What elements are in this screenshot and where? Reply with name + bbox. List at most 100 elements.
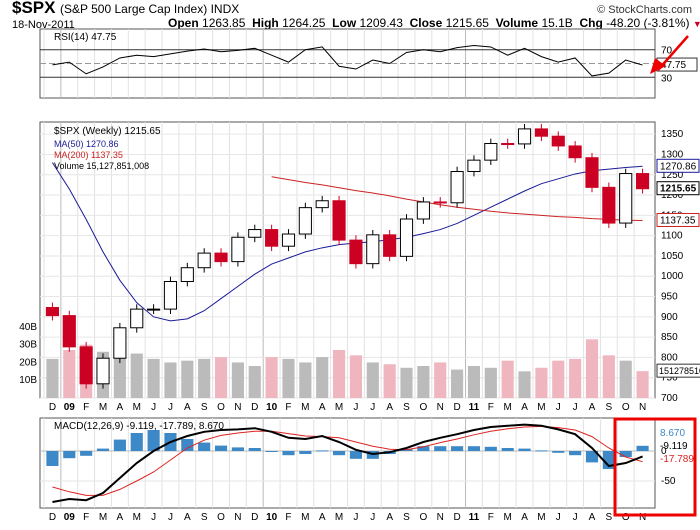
candle-body: [501, 143, 515, 146]
macd-line: [52, 423, 643, 503]
volume-bar: [417, 366, 430, 398]
volume-legend: Volume 15,127,851,008: [54, 161, 149, 171]
x-tick-label: 09: [64, 512, 76, 523]
volume-bar: [130, 353, 143, 398]
macd-tick-label: -50: [661, 476, 676, 487]
x-tick-label: 10: [266, 512, 278, 523]
candle-body: [45, 306, 60, 317]
volume-value: 15.1B: [541, 16, 573, 30]
x-tick-label: M: [99, 512, 107, 523]
volume-tick-label: 40B: [19, 322, 37, 333]
x-tick-label: O: [217, 512, 225, 523]
x-tick-label: J: [151, 402, 156, 413]
x-tick-label: N: [234, 512, 241, 523]
candle-body: [534, 128, 548, 137]
price-tick-label: 900: [661, 312, 678, 323]
volume-bar: [451, 369, 464, 398]
close-last-value: 1215.65: [660, 184, 697, 195]
x-tick-label: J: [353, 512, 358, 523]
candle-body: [113, 327, 127, 359]
macd-histogram-bar: [518, 448, 531, 451]
volume-bar: [636, 371, 649, 398]
rsi-tick-label: 70: [661, 46, 673, 57]
price-tick-label: 950: [661, 292, 678, 303]
x-tick-label: A: [521, 402, 528, 413]
price-legend: $SPX (Weekly) 1215.65: [54, 126, 161, 137]
macd-histogram-bar: [265, 451, 278, 452]
candle-body: [298, 207, 312, 235]
x-tick-label: N: [639, 512, 646, 523]
x-tick-label: A: [386, 512, 393, 523]
x-tick-label: A: [589, 512, 596, 523]
volume-bar: [467, 366, 481, 398]
candle-body: [619, 173, 633, 224]
volume-bar: [501, 360, 514, 398]
x-tick-label: A: [117, 512, 124, 523]
x-tick-label: M: [537, 402, 545, 413]
macd-histogram-bar: [619, 451, 632, 457]
macd-legend: MACD(12,26,9) -9.119, -17.789, 8.670: [54, 421, 224, 432]
x-tick-label: J: [573, 512, 578, 523]
price-tick-label: 800: [661, 352, 678, 363]
close-last-value-badge: [656, 181, 700, 196]
macd-last-hist: 8.670: [660, 428, 685, 439]
x-tick-label: M: [335, 512, 343, 523]
macd-histogram-bar: [63, 451, 76, 459]
x-tick-label: J: [151, 512, 156, 523]
high-value: 1264.25: [282, 16, 326, 30]
x-tick-label: N: [437, 512, 444, 523]
x-tick-label: F: [83, 512, 89, 523]
candle-body: [568, 145, 582, 159]
macd-histogram-bar: [147, 430, 160, 451]
volume-bar: [332, 350, 346, 398]
volume-bar: [585, 339, 599, 398]
volume-bar: [366, 362, 379, 398]
candle-body: [366, 234, 380, 265]
volume-tick-label: 20B: [19, 357, 37, 368]
volume-bar: [518, 371, 531, 398]
macd-histogram-bar: [46, 451, 59, 466]
volume-bar: [198, 358, 211, 398]
rsi-tick-label: 30: [661, 73, 673, 84]
x-tick-label: J: [353, 402, 358, 413]
price-tick-label: 1300: [661, 149, 684, 160]
x-tick-label: A: [319, 512, 326, 523]
volume-bar: [282, 358, 295, 398]
volume-tick-label: 10B: [19, 375, 37, 386]
x-tick-label: F: [285, 512, 291, 523]
x-tick-label: O: [419, 402, 427, 413]
volume-bar: [552, 360, 565, 398]
ma200-legend: MA(200) 1137.35: [54, 150, 123, 160]
x-tick-label: D: [251, 402, 258, 413]
x-tick-label: A: [184, 512, 191, 523]
candle-body: [281, 233, 296, 247]
candle-body: [315, 200, 329, 209]
x-tick-label: M: [133, 402, 141, 413]
x-tick-label: O: [622, 402, 630, 413]
open-value: 1263.85: [202, 16, 246, 30]
volume-bar: [248, 366, 261, 398]
candle-body: [231, 236, 245, 263]
ma200-last-value-badge: [656, 212, 700, 227]
candle-body: [130, 308, 144, 329]
macd-histogram-bar: [299, 451, 312, 454]
x-tick-label: A: [117, 402, 124, 413]
candle-body: [180, 267, 194, 283]
x-tick-label: F: [488, 402, 494, 413]
candle-body: [248, 229, 262, 238]
x-tick-label: S: [403, 402, 410, 413]
annotation-box: [613, 417, 697, 517]
x-tick-label: M: [504, 512, 512, 523]
macd-histogram-bar: [417, 446, 430, 451]
x-tick-label: D: [453, 512, 460, 523]
x-tick-label: M: [335, 402, 343, 413]
candle-body: [79, 346, 93, 385]
annotation-arrowhead: [650, 58, 666, 74]
close-label: Close: [409, 16, 443, 30]
x-tick-label: S: [606, 512, 613, 523]
volume-bar: [434, 362, 447, 398]
x-tick-label: 09: [64, 402, 76, 413]
macd-histogram-bar: [181, 439, 194, 451]
macd-histogram-bar: [569, 451, 582, 456]
price-tick-label: 1050: [661, 251, 684, 262]
